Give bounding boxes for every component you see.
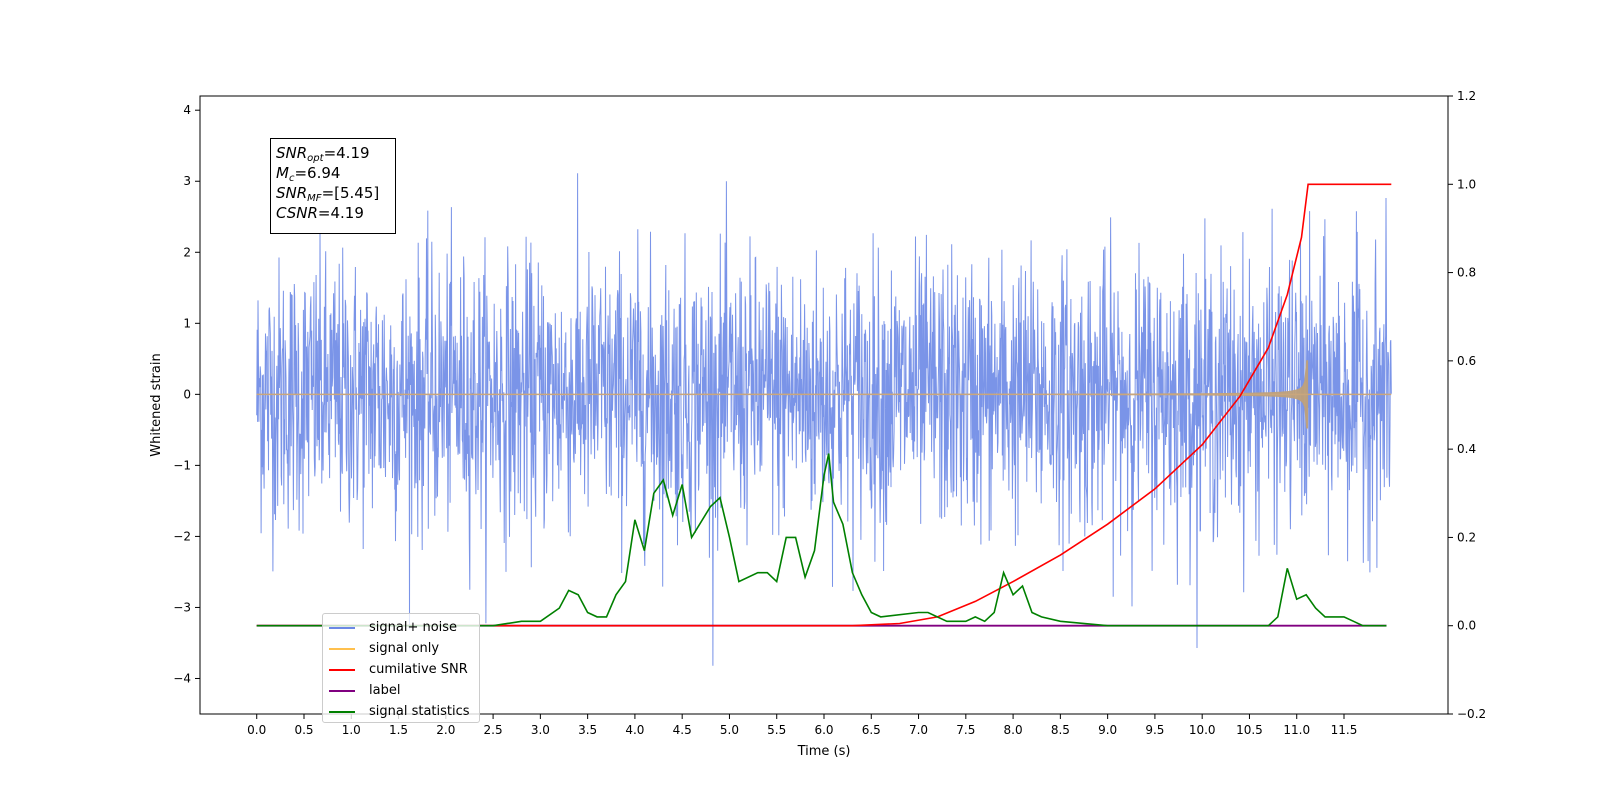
y-tick-label: 4 [183,103,191,117]
y-axis-label: Whitened strain [149,353,164,456]
legend-entry-cumulative-snr: cumilative SNR [329,659,479,680]
x-tick-label: 8.0 [1004,723,1023,737]
x-axis: 0.0 0.5 1.0 1.5 2.0 2.5 3.0 3.5 4.0 4.5 5.0 5.5 6.0 6… [247,714,1357,737]
x-tick-label: 1.0 [342,723,361,737]
series-cumulative-snr-line [256,183,1392,627]
snr-opt-text: SNRopt=4.19 [276,144,370,164]
y-tick-label: 2 [183,245,191,259]
y-tick-label: 1 [183,316,191,330]
x-tick-label: 3.5 [578,723,597,737]
y2-tick-label: 0.8 [1457,266,1476,280]
x-tick-label: 10.0 [1189,723,1216,737]
y-tick-label: 3 [183,174,191,188]
series-signal-plus-noise-line [256,173,1392,666]
y2-tick-label: 0.6 [1457,354,1476,368]
y-axis-right: 1.2 1.0 0.8 0.6 0.4 0.2 0.0 −0.2 [1448,89,1486,721]
legend-swatch [329,710,355,713]
y2-tick-label: 1.2 [1457,89,1476,103]
y-tick-label: 0 [183,387,191,401]
snr-mf-text: SNRMF=[5.45] [276,184,380,204]
legend-entry-signal-statistics: signal statistics [329,701,479,722]
x-tick-label: 0.5 [294,723,313,737]
x-tick-label: 6.0 [814,723,833,737]
x-tick-label: 7.5 [956,723,975,737]
x-tick-label: 1.5 [389,723,408,737]
csnr-text: CSNR=4.19 [276,204,364,222]
x-tick-label: 10.5 [1236,723,1263,737]
y-axis-left: 4 3 2 1 0 −1 −2 −3 −4 [173,103,200,685]
x-tick-label: 11.5 [1331,723,1358,737]
x-axis-label: Time (s) [797,744,851,759]
legend-swatch [329,689,355,692]
x-tick-label: 5.0 [720,723,739,737]
y2-tick-label: 0.2 [1457,530,1476,544]
legend-entry-signal-only: signal only [329,638,479,659]
y-tick-label: −4 [173,671,191,685]
x-tick-label: 2.5 [484,723,503,737]
x-tick-label: 6.5 [862,723,881,737]
x-tick-label: 4.5 [673,723,692,737]
x-tick-label: 9.0 [1098,723,1117,737]
y2-tick-label: 0.4 [1457,442,1476,456]
x-tick-label: 5.5 [767,723,786,737]
chirp-mass-text: Mc=6.94 [276,164,341,184]
legend-swatch [329,668,355,671]
x-tick-label: 7.0 [909,723,928,737]
x-tick-label: 9.5 [1145,723,1164,737]
x-tick-label: 2.0 [436,723,455,737]
legend: signal+ noise signal only cumilative SNR… [322,613,480,723]
x-tick-label: 0.0 [247,723,266,737]
y-tick-label: −1 [173,458,191,472]
x-tick-label: 8.5 [1051,723,1070,737]
legend-entry-signal-noise: signal+ noise [329,617,479,638]
y-tick-label: −3 [173,600,191,614]
series-signal-statistics-line [256,453,1387,627]
x-tick-label: 3.0 [531,723,550,737]
y2-tick-label: −0.2 [1457,707,1486,721]
legend-entry-label: label [329,680,479,701]
legend-swatch [329,647,355,650]
y2-tick-label: 0.0 [1457,619,1476,633]
legend-swatch [329,626,355,629]
y-tick-label: −2 [173,529,191,543]
stats-annotation-box: SNRopt=4.19 Mc=6.94 SNRMF=[5.45] CSNR=4.… [270,138,396,234]
y2-tick-label: 1.0 [1457,177,1476,191]
x-tick-label: 11.0 [1283,723,1310,737]
x-tick-label: 4.0 [625,723,644,737]
